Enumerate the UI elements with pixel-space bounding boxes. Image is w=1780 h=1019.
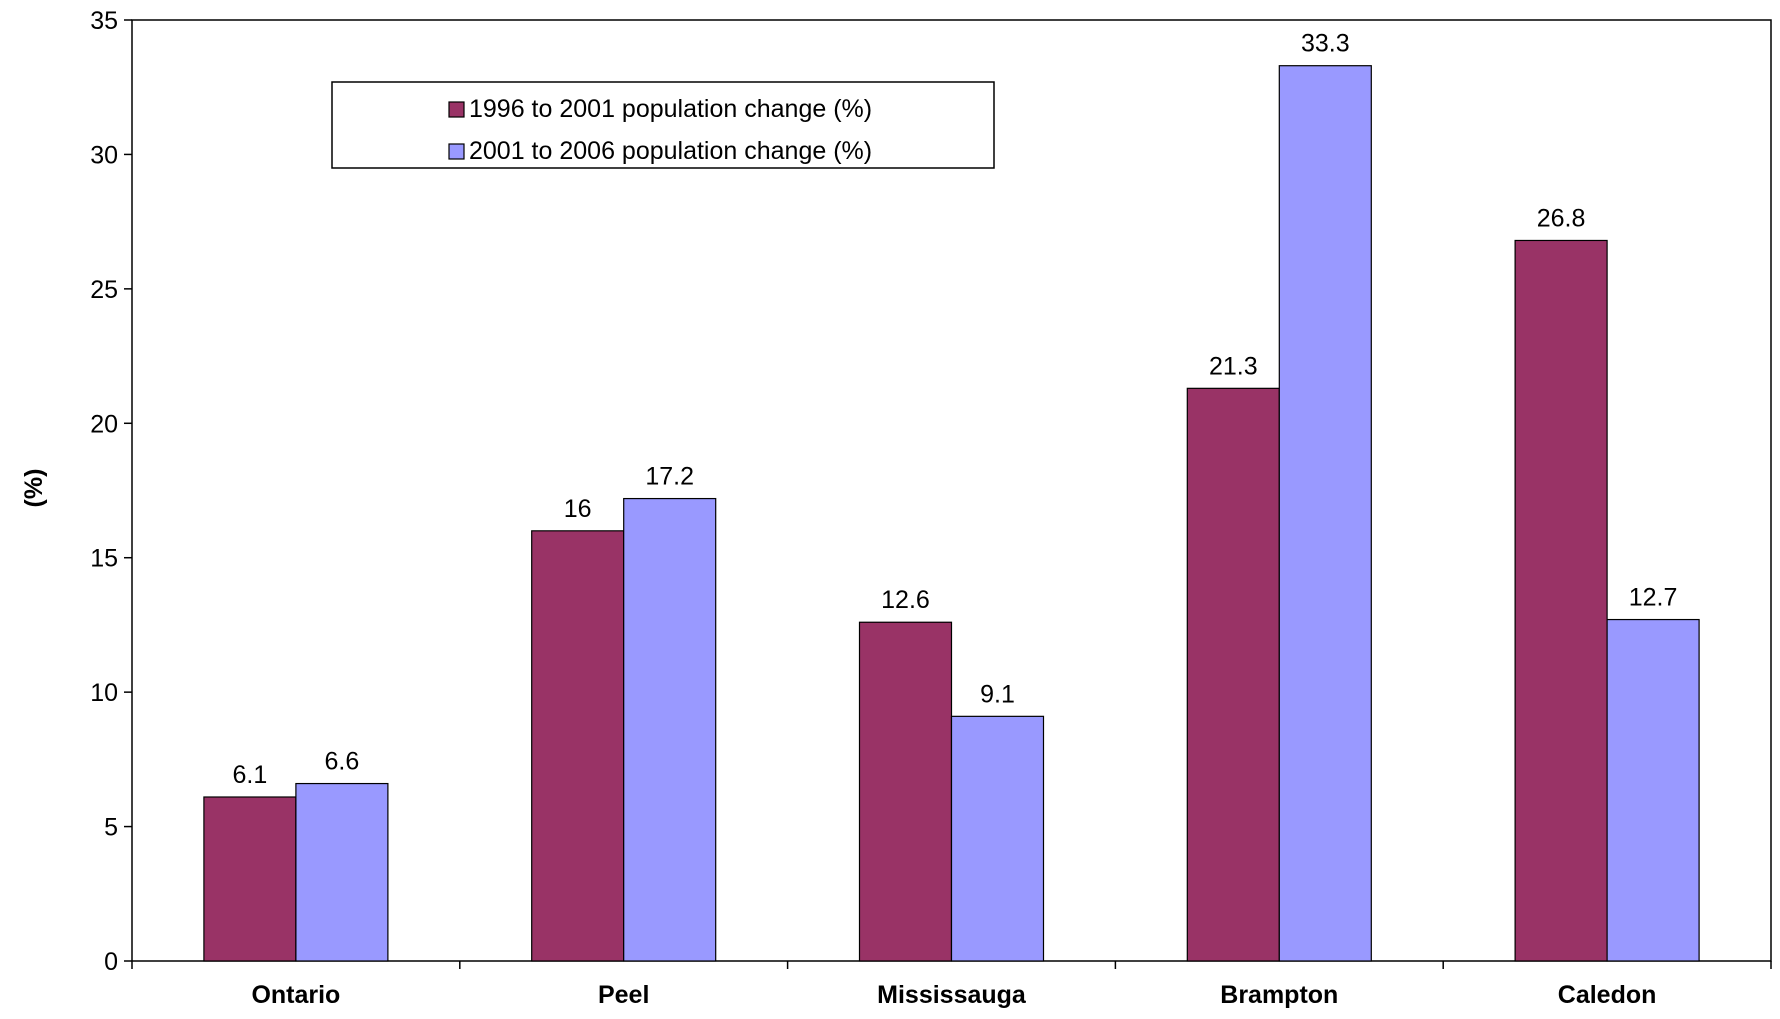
bar [623,497,717,962]
legend-label: 1996 to 2001 population change (%) [469,95,872,123]
y-tick-label: 25 [90,276,118,304]
data-label: 12.6 [881,586,930,614]
bar [203,796,297,962]
data-label: 33.3 [1301,30,1350,58]
x-category-label: Caledon [1558,981,1657,1009]
data-label: 16 [564,495,592,523]
x-category-label: Brampton [1220,981,1338,1009]
legend: 1996 to 2001 population change (%) 2001 t… [331,81,995,169]
legend-swatch [448,101,465,118]
bar [531,530,625,962]
bar [295,782,389,962]
legend-box [331,81,995,169]
x-category-label: Mississauga [877,981,1027,1009]
x-category-label: Ontario [251,981,340,1009]
plot-area: 0 5 10 15 20 25 30 35 6.1 6.6 Ontario 16 17.2 Peel 12.… [90,7,1772,1009]
y-tick-label: 35 [90,7,118,35]
data-label: 17.2 [645,463,694,491]
data-label: 6.6 [325,748,360,776]
data-label: 6.1 [233,761,268,789]
bar [858,621,953,962]
legend-swatch [448,143,465,160]
bar [1606,618,1700,962]
data-label: 12.7 [1629,584,1678,612]
y-tick-label: 0 [104,948,118,976]
bar [950,715,1045,962]
y-tick-label: 20 [90,410,118,438]
bar [1514,239,1608,962]
y-tick-label: 5 [104,814,118,842]
y-tick-label: 10 [90,679,118,707]
y-tick-label: 30 [90,141,118,169]
y-tick-label: 15 [90,545,118,573]
bar [1186,387,1280,962]
data-label: 26.8 [1537,204,1586,232]
data-label: 21.3 [1209,352,1258,380]
data-label: 9.1 [980,680,1015,708]
x-category-label: Peel [598,981,649,1009]
legend-label: 2001 to 2006 population change (%) [469,137,872,165]
y-axis-label: (%) [20,469,48,508]
bar [1278,65,1372,962]
